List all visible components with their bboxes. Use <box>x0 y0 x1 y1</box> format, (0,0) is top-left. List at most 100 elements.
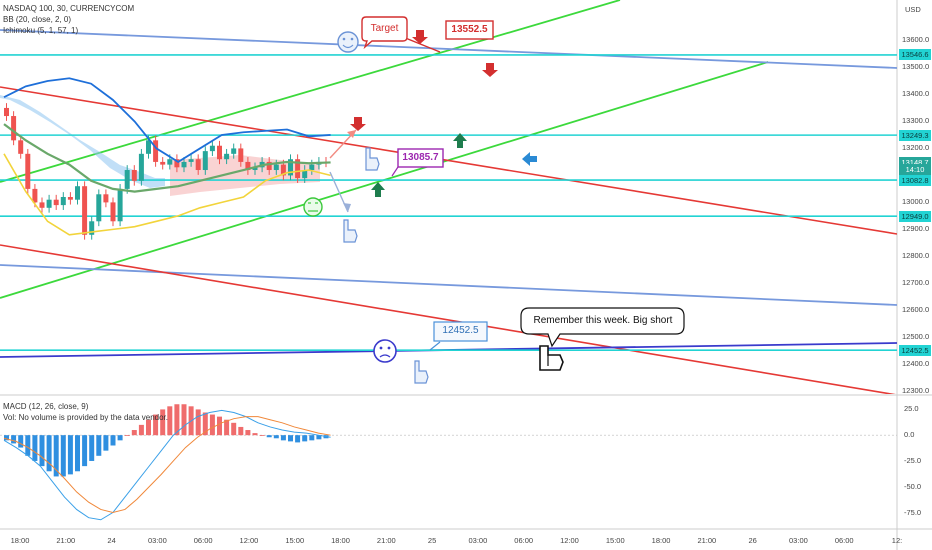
forecast-arrow-down[interactable] <box>329 171 351 213</box>
candle <box>224 153 230 160</box>
macd-histogram-bar <box>160 409 166 436</box>
candle <box>39 202 45 208</box>
candle <box>181 161 187 168</box>
price-tick: 12600.0 <box>902 305 930 315</box>
price-tick: 13600.0 <box>902 35 930 45</box>
price-tick: 12400.0 <box>902 359 930 369</box>
pointing-hand-icon[interactable] <box>343 219 358 243</box>
price2-pointer-line <box>391 166 399 177</box>
arrow-up-icon[interactable] <box>453 133 467 148</box>
price-axis-label[interactable]: 12949.0 <box>899 210 931 222</box>
macd-legend[interactable]: MACD (12, 26, close, 9) <box>3 402 89 411</box>
price-tick: 13400.0 <box>902 89 930 99</box>
arrow-down-icon[interactable] <box>482 63 498 77</box>
price2-box[interactable] <box>397 148 444 168</box>
macd-histogram-bar <box>11 435 17 444</box>
arrow-up-icon[interactable] <box>371 182 385 197</box>
candle <box>25 153 31 189</box>
price-axis-label[interactable]: 14:10 <box>899 164 931 176</box>
red-trendline-lower[interactable] <box>0 244 897 395</box>
price-axis-label[interactable]: 13249.3 <box>899 129 931 141</box>
confused-face-icon[interactable] <box>373 339 397 363</box>
pointing-hand-icon[interactable] <box>365 147 380 171</box>
price-tick: 12500.0 <box>902 332 930 342</box>
vol-legend: Vol: No volume is provided by the data v… <box>3 413 168 422</box>
time-tick: 12: <box>891 536 903 545</box>
candle <box>231 148 237 154</box>
bollinger-basis-line <box>3 123 331 193</box>
red-trendline-upper[interactable] <box>0 86 897 235</box>
target-callout[interactable] <box>361 16 408 50</box>
price-axis-label[interactable]: 13082.8 <box>899 174 931 186</box>
price-tick: 12800.0 <box>902 251 930 261</box>
happy-face-icon[interactable] <box>337 31 359 53</box>
macd-histogram-bar <box>167 406 173 436</box>
time-tick: 25 <box>427 536 437 545</box>
symbol-legend[interactable]: NASDAQ 100, 30, CURRENCYCOM <box>3 4 135 13</box>
macd-histogram-bar <box>153 414 159 436</box>
macd-tick: -25.0 <box>904 455 922 465</box>
price-axis-label[interactable]: 13148.7 <box>899 156 931 168</box>
time-tick: 18:00 <box>331 536 350 545</box>
price3-label: 12452.5 <box>442 325 479 336</box>
price-tick: 12300.0 <box>902 386 930 396</box>
macd-histogram-bar <box>245 430 251 436</box>
price3-box[interactable] <box>433 321 488 342</box>
ichimoku-legend[interactable]: Ichimoku (5, 1, 57, 1) <box>3 26 79 35</box>
candle <box>153 140 159 162</box>
candle <box>209 145 215 152</box>
time-tick: 03:00 <box>147 536 167 545</box>
currency-label[interactable]: USD <box>905 5 921 14</box>
candle <box>167 159 173 165</box>
forecast-arrow-up[interactable] <box>329 129 357 159</box>
candle <box>174 159 180 168</box>
time-tick: 12:00 <box>560 536 579 545</box>
pointing-hand-icon[interactable] <box>539 345 564 371</box>
macd-line <box>3 409 331 521</box>
time-tick: 06:00 <box>834 536 854 545</box>
candle <box>195 159 201 171</box>
macd-tick: -75.0 <box>904 507 922 517</box>
macd-histogram-bar <box>89 435 95 461</box>
candle <box>138 153 144 181</box>
price-axis-label[interactable]: 13546.6 <box>899 49 931 61</box>
macd-histogram-bar <box>82 435 88 467</box>
arrow-left-icon[interactable] <box>522 152 537 166</box>
bb-legend[interactable]: BB (20, close, 2, 0) <box>3 15 72 24</box>
price-axis-label[interactable]: 12452.5 <box>899 344 931 356</box>
blue-trendline-upper[interactable] <box>0 29 897 69</box>
blue-trendline-lower[interactable] <box>0 264 897 306</box>
arrow-down-icon[interactable] <box>350 117 366 131</box>
macd-histogram-bar <box>266 435 272 438</box>
candle <box>46 199 52 208</box>
price-tick: 13500.0 <box>902 62 930 72</box>
time-tick: 18:00 <box>10 536 30 545</box>
price1-box[interactable] <box>445 20 494 40</box>
candle <box>110 202 116 222</box>
macd-histogram-bar <box>224 419 230 436</box>
macd-histogram-bar <box>195 409 201 436</box>
note-callout[interactable] <box>520 307 685 348</box>
candle <box>82 186 88 235</box>
neutral-face-icon[interactable] <box>303 197 323 217</box>
candle <box>280 164 286 176</box>
time-tick: 12:00 <box>239 536 259 545</box>
price-tick: 13000.0 <box>902 197 930 207</box>
candle <box>32 188 38 203</box>
macd-histogram-bar <box>75 435 80 472</box>
candle <box>217 145 222 160</box>
candle <box>188 159 194 162</box>
candle <box>131 170 137 181</box>
candle <box>11 116 17 141</box>
macd-histogram-bar <box>295 435 301 443</box>
arrow-down-icon[interactable] <box>412 30 428 44</box>
macd-histogram-bar <box>209 414 215 436</box>
pointing-hand-icon[interactable] <box>414 360 429 384</box>
green-channel-upper[interactable] <box>0 0 621 183</box>
time-tick: 06:00 <box>193 536 213 545</box>
candle <box>288 159 293 176</box>
macd-histogram-bar <box>202 412 208 436</box>
price-tick: 13300.0 <box>902 116 930 126</box>
price3-pointer-line <box>429 341 441 351</box>
